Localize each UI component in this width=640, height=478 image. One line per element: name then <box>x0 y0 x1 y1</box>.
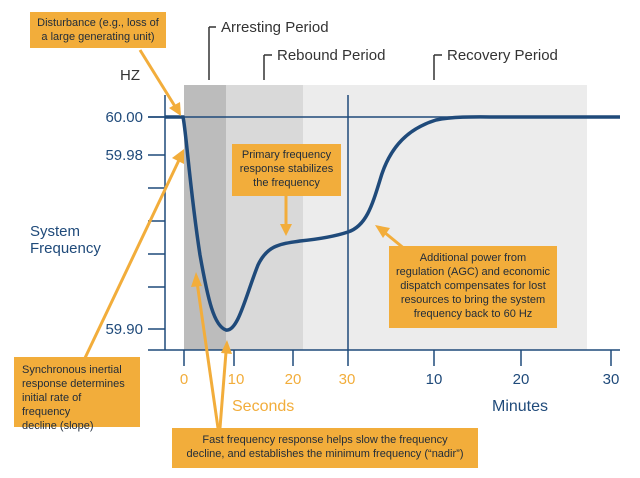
synchronous-inertial-callout: Synchronous inertial response determines… <box>14 357 140 432</box>
arresting-period-band <box>184 85 226 350</box>
primary-callout-line-1: Primary frequency <box>241 149 332 161</box>
disturbance-callout-line-2: a large generating unit) <box>41 31 155 43</box>
y-tick-label-60.00: 60.00 <box>105 109 143 126</box>
disturbance-callout: Disturbance (e.g., loss of a large gener… <box>30 12 166 48</box>
additional-power-callout: Additional power from regulation (AGC) a… <box>389 246 557 328</box>
x-axis-title-minutes: Minutes <box>492 398 548 415</box>
primary-arrowhead <box>280 224 292 236</box>
fast-arrow-left <box>195 281 220 429</box>
additional-arrowhead <box>375 225 390 238</box>
fast-arrow-right <box>218 351 228 429</box>
y-tick-label-59.98: 59.98 <box>105 147 143 164</box>
x-tick-label-10s: 10 <box>228 371 245 388</box>
frequency-curve <box>165 115 620 332</box>
callout-arrows <box>83 49 407 429</box>
additional-callout-line-2: regulation (AGC) and economic <box>395 266 551 278</box>
disturbance-arrow <box>138 49 178 109</box>
synchronous-callout-line-3: initial rate of frequency <box>22 392 82 418</box>
x-tick-label-20s: 20 <box>285 371 302 388</box>
x-axis-title-seconds: Seconds <box>232 398 294 415</box>
x-tick-label-0s: 0 <box>180 371 188 388</box>
synchronous-arrowhead <box>172 149 184 164</box>
y-tick-label-59.90: 59.90 <box>105 321 143 338</box>
primary-callout-line-2: response stabilizes <box>239 163 334 175</box>
x-tick-label-30min: 30 <box>603 371 620 388</box>
y-unit-label: HZ <box>120 67 140 84</box>
synchronous-callout-line-2: response determines <box>22 378 125 390</box>
synchronous-arrow <box>83 157 182 359</box>
synchronous-callout-line-1: Synchronous inertial <box>22 364 122 376</box>
fast-callout-line-2: decline, and establishes the minimum fre… <box>186 448 464 460</box>
rebound-period-band <box>226 85 303 350</box>
additional-callout-line-3: dispatch compensates for lost <box>400 280 546 292</box>
x-tick-label-30s: 30 <box>339 371 356 388</box>
fast-frequency-callout: Fast frequency response helps slow the f… <box>172 428 478 468</box>
y-axis-title-line-2: Frequency <box>30 240 101 257</box>
additional-callout-line-4: resources to bring the system <box>400 294 546 306</box>
fast-callout-line-1: Fast frequency response helps slow the f… <box>202 434 448 446</box>
arresting-period-label: Arresting Period <box>221 19 329 36</box>
primary-callout-line-3: the frequency <box>253 177 320 189</box>
primary-response-callout: Primary frequency response stabilizes th… <box>232 144 341 196</box>
recovery-period-label: Recovery Period <box>447 47 558 64</box>
additional-callout-line-5: frequency back to 60 Hz <box>413 308 533 320</box>
fast-arrowhead-left <box>191 272 202 287</box>
x-tick-label-20min: 20 <box>513 371 530 388</box>
disturbance-callout-line-1: Disturbance (e.g., loss of <box>37 17 159 29</box>
fast-arrowhead-right <box>221 340 232 354</box>
disturbance-arrowhead <box>169 102 181 116</box>
x-tick-label-10min: 10 <box>426 371 443 388</box>
synchronous-callout-line-4: decline (slope) <box>22 420 94 432</box>
rebound-period-label: Rebound Period <box>277 47 385 64</box>
additional-callout-line-1: Additional power from <box>419 252 527 264</box>
y-axis-title-line-1: System <box>30 223 80 240</box>
